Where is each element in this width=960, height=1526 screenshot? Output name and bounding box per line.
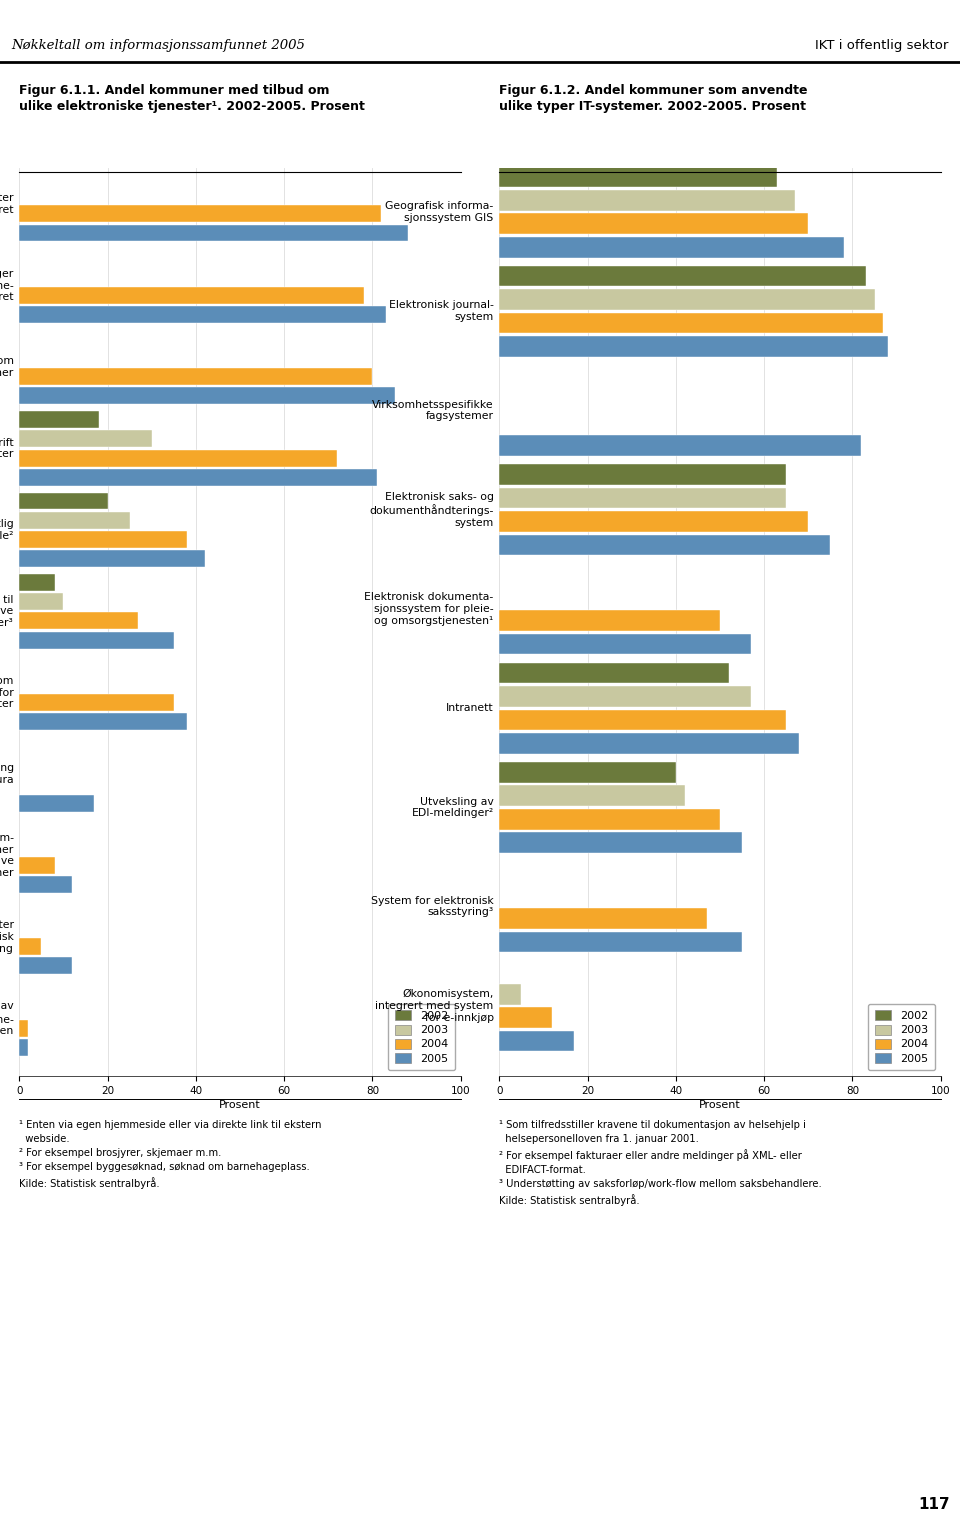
Bar: [19, 450, 337, 467]
Bar: [499, 214, 808, 233]
Bar: [19, 206, 381, 223]
Bar: [19, 410, 99, 427]
Bar: [499, 786, 684, 806]
Bar: [499, 832, 742, 853]
Bar: [499, 313, 883, 333]
Bar: [499, 761, 676, 783]
Bar: [19, 1039, 28, 1056]
Text: ¹ Enten via egen hjemmeside eller via direkte link til ekstern
  webside.
² For : ¹ Enten via egen hjemmeside eller via di…: [19, 1120, 322, 1189]
Text: Figur 6.1.1. Andel kommuner med tilbud om
ulike elektroniske tjenester¹. 2002-20: Figur 6.1.1. Andel kommuner med tilbud o…: [19, 84, 365, 113]
Bar: [499, 662, 729, 684]
Bar: [499, 237, 844, 258]
Bar: [499, 984, 521, 1004]
Bar: [19, 388, 395, 404]
Legend: 2002, 2003, 2004, 2005: 2002, 2003, 2004, 2005: [868, 1004, 935, 1070]
Bar: [19, 632, 174, 649]
Bar: [19, 876, 72, 893]
Text: Nøkkeltall om informasjonssamfunnet 2005: Nøkkeltall om informasjonssamfunnet 2005: [12, 40, 305, 52]
Bar: [19, 368, 372, 385]
Bar: [19, 287, 364, 304]
Bar: [19, 612, 138, 629]
Bar: [19, 795, 94, 812]
Bar: [499, 732, 800, 754]
Bar: [19, 938, 41, 955]
Bar: [499, 610, 720, 632]
Bar: [499, 687, 751, 707]
Bar: [499, 809, 720, 830]
X-axis label: Prosent: Prosent: [699, 1100, 741, 1109]
Bar: [499, 931, 742, 952]
Bar: [19, 531, 187, 548]
Bar: [19, 574, 55, 591]
Bar: [499, 710, 786, 731]
Text: Figur 6.1.2. Andel kommuner som anvendte
ulike typer IT-systemer. 2002-2005. Pro: Figur 6.1.2. Andel kommuner som anvendte…: [499, 84, 807, 113]
Bar: [499, 435, 861, 456]
Text: ¹ Som tilfredsstiller kravene til dokumentasjon av helsehjelp i
  helsepersonell: ¹ Som tilfredsstiller kravene til dokume…: [499, 1120, 822, 1206]
Bar: [19, 430, 152, 447]
Bar: [499, 191, 795, 211]
X-axis label: Prosent: Prosent: [219, 1100, 261, 1109]
Bar: [19, 713, 187, 729]
Bar: [499, 266, 866, 287]
Bar: [499, 1007, 552, 1029]
Bar: [499, 534, 830, 555]
Bar: [19, 856, 55, 874]
Bar: [19, 307, 386, 324]
Bar: [19, 224, 408, 241]
Bar: [499, 511, 808, 531]
Bar: [499, 290, 875, 310]
Bar: [19, 594, 63, 610]
Bar: [19, 493, 108, 510]
Bar: [19, 511, 130, 528]
Bar: [19, 468, 377, 485]
Bar: [499, 908, 707, 929]
Bar: [19, 694, 174, 711]
Bar: [19, 957, 72, 975]
Bar: [499, 1030, 574, 1051]
Bar: [19, 551, 204, 568]
Bar: [499, 633, 751, 655]
Legend: 2002, 2003, 2004, 2005: 2002, 2003, 2004, 2005: [388, 1004, 455, 1070]
Bar: [19, 1019, 28, 1036]
Bar: [499, 336, 888, 357]
Text: 117: 117: [919, 1497, 950, 1512]
Bar: [499, 166, 778, 188]
Text: IKT i offentlig sektor: IKT i offentlig sektor: [815, 40, 948, 52]
Bar: [499, 464, 786, 485]
Bar: [499, 488, 786, 508]
